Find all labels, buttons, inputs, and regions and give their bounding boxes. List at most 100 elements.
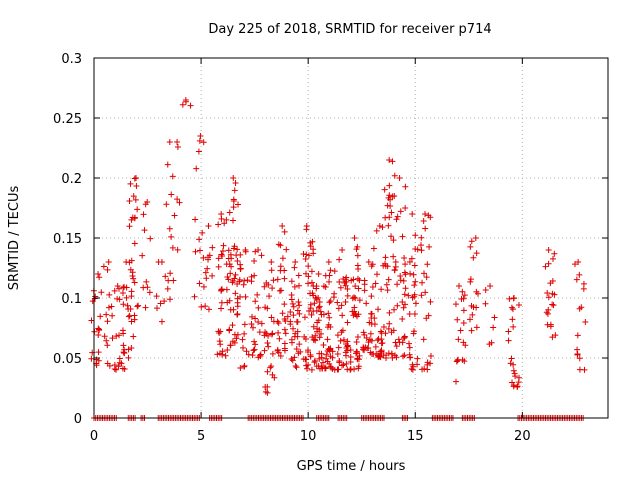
data-point — [262, 329, 269, 336]
data-point — [269, 330, 276, 337]
data-point — [458, 296, 465, 303]
data-point — [316, 326, 323, 333]
data-point — [390, 237, 397, 244]
data-point — [376, 223, 383, 229]
data-point — [276, 335, 283, 342]
data-point — [427, 360, 434, 367]
data-point — [355, 365, 362, 372]
x-tick-label: 0 — [90, 429, 98, 444]
data-point — [544, 321, 551, 328]
data-point — [310, 246, 317, 253]
data-point — [282, 330, 289, 337]
data-point — [396, 339, 403, 346]
data-point — [342, 352, 349, 359]
data-point — [155, 259, 162, 265]
data-point — [327, 298, 334, 305]
data-point — [115, 363, 122, 370]
data-point — [491, 314, 498, 321]
data-point — [165, 277, 172, 284]
data-point — [218, 211, 225, 217]
data-point — [281, 275, 288, 282]
data-point — [127, 305, 134, 312]
data-point — [305, 361, 312, 368]
data-point — [342, 298, 349, 305]
data-point — [418, 292, 425, 299]
data-point — [192, 216, 199, 223]
data-point — [248, 278, 255, 285]
data-point — [307, 353, 314, 360]
data-point — [411, 310, 418, 317]
data-point — [113, 366, 120, 373]
data-point — [550, 255, 557, 262]
data-point — [196, 280, 203, 287]
data-point — [277, 353, 284, 360]
data-point — [334, 299, 341, 306]
data-point — [121, 283, 128, 290]
data-point — [130, 275, 137, 282]
data-point — [234, 303, 241, 310]
data-point — [321, 364, 328, 371]
data-point — [116, 355, 123, 362]
data-point — [400, 277, 407, 284]
data-point — [379, 224, 386, 231]
data-point — [378, 347, 385, 354]
data-point — [231, 331, 238, 338]
data-point — [126, 223, 133, 230]
data-point — [322, 284, 329, 291]
data-point — [405, 340, 412, 347]
data-point — [336, 256, 343, 263]
data-point — [124, 302, 131, 309]
data-point — [294, 333, 301, 340]
data-point — [170, 277, 177, 284]
data-point — [354, 313, 361, 320]
data-point — [116, 285, 123, 292]
data-point — [308, 268, 315, 275]
data-point — [209, 244, 216, 251]
data-point — [105, 304, 112, 311]
data-point — [264, 368, 271, 375]
data-point — [252, 298, 259, 305]
data-point — [389, 158, 396, 165]
data-point — [368, 293, 375, 300]
data-point — [143, 278, 150, 285]
data-point — [200, 283, 207, 290]
data-point — [456, 283, 463, 289]
data-point — [261, 332, 268, 339]
data-point — [460, 320, 467, 327]
data-point — [411, 282, 418, 289]
data-point — [347, 347, 354, 354]
data-point — [133, 182, 140, 189]
data-point — [318, 330, 325, 337]
data-point — [468, 238, 475, 245]
data-point — [261, 347, 268, 354]
data-point — [191, 293, 198, 300]
data-point — [420, 336, 427, 343]
data-point — [400, 335, 407, 342]
data-point — [347, 354, 354, 361]
data-point — [422, 225, 429, 232]
data-point — [128, 318, 135, 325]
data-point — [344, 347, 351, 354]
data-point — [427, 352, 434, 359]
data-point — [215, 263, 222, 270]
data-point — [281, 315, 288, 322]
data-point — [305, 252, 312, 259]
data-point — [401, 352, 408, 359]
data-point — [195, 148, 202, 155]
data-point — [182, 97, 189, 103]
data-point — [291, 283, 298, 290]
data-point — [580, 285, 587, 292]
data-point — [571, 261, 578, 268]
data-point — [318, 311, 325, 318]
data-point — [103, 311, 110, 318]
data-point — [301, 314, 308, 321]
data-point — [406, 311, 413, 318]
data-point — [507, 360, 514, 367]
data-point — [252, 341, 259, 348]
data-point — [232, 290, 239, 297]
data-point — [337, 284, 344, 291]
data-point — [104, 318, 111, 325]
data-point — [315, 363, 322, 370]
data-point — [249, 313, 256, 320]
y-tick-label: 0.2 — [61, 172, 82, 187]
